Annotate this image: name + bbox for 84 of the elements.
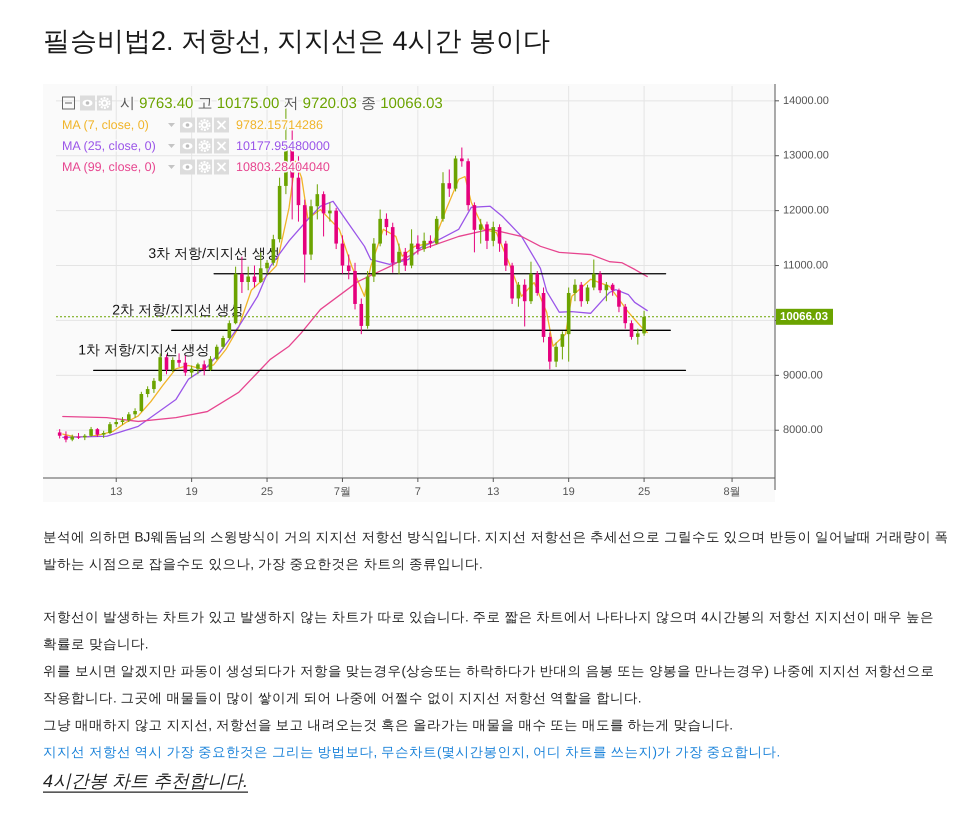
candlestick [152, 378, 156, 394]
candlestick [202, 360, 206, 376]
x-tick-label: 19 [562, 486, 575, 498]
candlestick [126, 412, 131, 422]
candlestick [598, 270, 602, 294]
candlestick [636, 328, 640, 346]
candlestick [397, 243, 401, 275]
x-tick-label: 7월 [334, 486, 352, 498]
candlestick [316, 184, 320, 220]
y-tick-label: 13000.00 [783, 150, 829, 162]
candlestick [133, 408, 137, 418]
chart-title: 필승비법2. 저항선, 지지선은 4시간 봉이다 [43, 26, 550, 56]
candlestick [410, 228, 414, 269]
candlestick [617, 288, 621, 313]
candlestick [504, 240, 508, 272]
x-tick-label: 8월 [723, 486, 741, 498]
candlestick [108, 422, 112, 435]
candlestick [630, 320, 634, 340]
candlestick [360, 298, 364, 335]
candlestick [422, 232, 426, 252]
y-tick-label: 8000.00 [783, 424, 823, 436]
text: 분석에 의하면 BJ웨돔님의 스윙방식이 거의 지지선 저항선 방식입니다. 지지선 저항선은 추세선으로 그릴수도 있으며 반등이 일어날때 거래량이 폭 [43, 530, 949, 544]
text: 작용합니다. 그곳에 매물들이 많이 쌓이게 되어 나중에 어쩔수 없이 지지선 저항선 역할을 합니다. [43, 690, 642, 706]
candlestick [592, 258, 596, 291]
text: 위를 보시면 알겠지만 파동이 생성되다가 저항을 맞는경우(상승또는 하락하다가 반대의 음봉 또는 양봉을 만나는경우) 나중에 지지선 저항선으로 [43, 664, 934, 678]
x-tick-label: 13 [487, 486, 500, 498]
candlestick [522, 278, 526, 327]
candlestick [190, 364, 194, 378]
candlestick [328, 202, 332, 222]
candlestick [346, 254, 351, 280]
x-tick-label: 7 [414, 486, 421, 498]
text: 확률로 맞습니다. [43, 636, 149, 652]
candlestick [384, 212, 388, 236]
candlestick [610, 282, 614, 296]
text: MA (7, close, 0) [62, 118, 149, 132]
candlestick [516, 282, 520, 308]
text: 발하는 시점으로 잡을수도 있으나, 가장 중요한것은 차트의 종류입니다. [43, 556, 483, 572]
candlestick [478, 218, 482, 244]
text: MA (25, close, 0) [62, 139, 156, 153]
candlestick [586, 284, 590, 304]
x-tick-label: 19 [186, 486, 198, 498]
candlestick [140, 391, 144, 413]
annotation: 1차 저항/지지선 생성 [78, 341, 210, 358]
candlestick [208, 356, 212, 372]
candlestick [535, 270, 540, 296]
text: 4시간봉 차트 추천합니다. [43, 771, 248, 791]
candlestick [340, 234, 344, 274]
candlestick [491, 221, 496, 247]
candlestick [498, 224, 502, 252]
x-tick-label: 13 [110, 486, 122, 498]
candlestick [573, 278, 577, 302]
text: 그냥 매매하지 않고 지지선, 저항선을 보고 내려오는것 혹은 올라가는 매물을 매수 또는 매도를 하는게 맞습니다. [43, 718, 734, 732]
x-tick-label: 25 [260, 486, 274, 498]
candlestick [265, 260, 269, 274]
candlestick [579, 282, 584, 308]
candlestick [221, 335, 225, 350]
y-tick-label: 9000.00 [783, 369, 823, 382]
candlestick [623, 303, 628, 330]
candlestick [416, 234, 420, 256]
candlestick [89, 426, 93, 438]
candlestick [604, 282, 608, 302]
candlestick [64, 430, 68, 443]
text: 지지선 저항선 역시 가장 중요한것은 그리는 방법보다, 무슨차트(몇시간봉인지, 어디 차트를 쓰는지)가 가장 중요합니다. [43, 744, 780, 760]
candlestick [214, 344, 219, 360]
candlestick [228, 320, 232, 340]
y-tick-label: 14000.00 [783, 94, 829, 107]
candlestick [252, 265, 256, 288]
text: 저항선이 발생하는 차트가 있고 발생하지 않는 차트가 따로 있습니다. 주로 짧은 차트에서 나타나지 않으며 4시간봉의 저항선 지지선이 매우 높은 [43, 610, 934, 624]
y-tick-label: 11000.00 [783, 260, 828, 272]
candlestick [322, 190, 326, 237]
text: MA (99, close, 0) [62, 160, 156, 174]
candlestick [184, 355, 188, 376]
candlestick [170, 356, 175, 373]
annotation: 시 9763.40 고 10175.00 저 9720.03 종 10066.03 [120, 94, 443, 112]
candlestick [554, 342, 558, 368]
ref-line-label: 10066.03 [780, 310, 828, 323]
candlestick [447, 168, 452, 198]
candlestick [485, 221, 489, 250]
candlestick [403, 247, 408, 272]
y-tick-label: 12000.00 [783, 204, 829, 217]
candlestick [560, 330, 564, 360]
candlestick [146, 386, 150, 398]
candlestick [246, 266, 250, 291]
x-tick-label: 25 [638, 486, 650, 498]
